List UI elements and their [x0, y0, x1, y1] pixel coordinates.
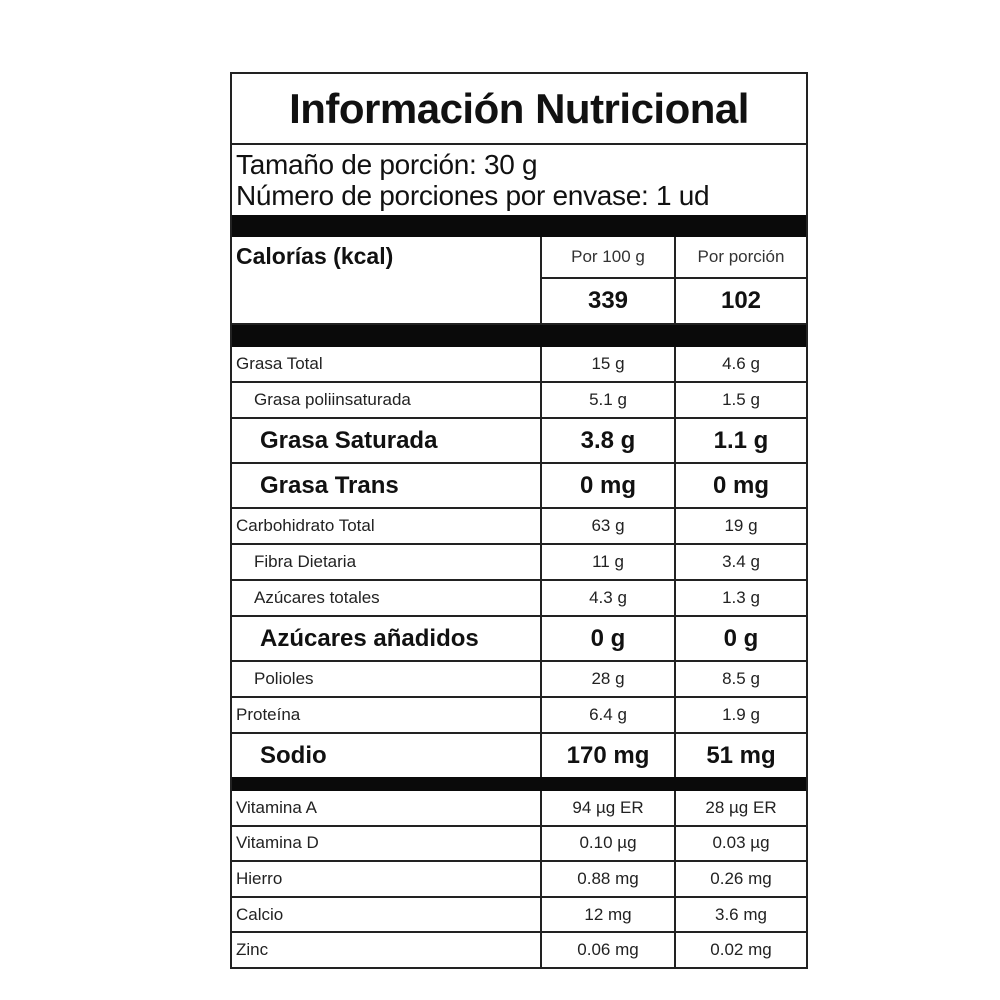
value-per-serving: 8.5 g [722, 669, 760, 688]
table-row: Grasa poliinsaturada 5.1 g 1.5 g [232, 383, 806, 419]
value-per-100g: 12 mg [542, 897, 676, 932]
servings-per-container: Número de porciones por envase: 1 ud [236, 180, 710, 211]
value-per-serving: 1.1 g [713, 426, 769, 454]
table-row: Polioles 28 g 8.5 g [232, 662, 806, 698]
calories-label: Calorías (kcal) [232, 237, 542, 323]
value-per-serving: 0.02 mg [710, 940, 772, 960]
nutrient-name: Azúcares añadidos [232, 617, 542, 660]
nutrient-name: Proteína [232, 698, 542, 732]
nutrient-name: Vitamina D [232, 826, 542, 861]
table-row: Fibra Dietaria 11 g 3.4 g [232, 545, 806, 581]
table-row: Grasa Trans 0 mg 0 mg [232, 464, 806, 509]
table-row: Grasa Saturada 3.8 g 1.1 g [232, 419, 806, 464]
nutrient-name: Polioles [232, 662, 542, 696]
table-row: Hierro 0.88 mg 0.26 mg [232, 862, 806, 898]
value-per-100g: 94 µg ER [542, 791, 676, 825]
serving-info: Tamaño de porción: 30 g Número de porcio… [232, 145, 806, 215]
micronutrients-table: Vitamina A 94 µg ER 28 µg ER Vitamina D 0.10… [232, 791, 806, 967]
per-100g-header: Por 100 g [542, 237, 674, 279]
value-per-serving: 3.6 mg [715, 904, 767, 924]
table-row: Zinc 0.06 mg 0.02 mg [232, 933, 806, 967]
nutrient-name: Fibra Dietaria [232, 545, 542, 579]
calories-per-serving: 102 [720, 287, 762, 314]
value-per-serving: 4.6 g [722, 354, 760, 373]
calories-row: Calorías (kcal) Por 100 g 339 Por porció… [232, 237, 806, 325]
divider-bar [232, 325, 806, 347]
value-per-serving: 19 g [724, 516, 758, 535]
value-per-100g: 63 g [542, 509, 676, 543]
value-per-serving: 0 mg [712, 471, 769, 499]
per-serving-column: Por porción 102 [676, 237, 806, 323]
value-per-serving: 3.4 g [722, 552, 760, 571]
table-row: Vitamina A 94 µg ER 28 µg ER [232, 791, 806, 827]
value-per-100g: 15 g [542, 347, 676, 381]
value-per-serving: 1.5 g [722, 390, 760, 409]
value-per-serving: 51 mg [706, 741, 776, 769]
table-row: Azúcares totales 4.3 g 1.3 g [232, 581, 806, 617]
nutrient-name: Carbohidrato Total [232, 509, 542, 543]
value-per-serving: 0 g [723, 624, 759, 652]
nutrient-name: Grasa Trans [232, 464, 542, 507]
value-per-serving: 1.9 g [722, 705, 760, 724]
nutrients-table: Grasa Total 15 g 4.6 g Grasa poliinsaturada… [232, 347, 806, 777]
calories-per-100g: 339 [587, 287, 629, 314]
nutrient-name: Hierro [232, 862, 542, 896]
per-serving-header: Por porción [676, 237, 806, 279]
value-per-100g: 0 mg [542, 464, 676, 507]
value-per-100g: 11 g [542, 545, 676, 579]
nutrient-name: Grasa Total [232, 347, 542, 381]
value-per-serving: 28 µg ER [705, 797, 777, 817]
value-per-100g: 28 g [542, 662, 676, 696]
table-row: Vitamina D 0.10 µg 0.03 µg [232, 826, 806, 863]
table-row: Calcio 12 mg 3.6 mg [232, 897, 806, 934]
divider-bar [232, 777, 806, 791]
divider-bar [232, 215, 806, 237]
serving-size: Tamaño de porción: 30 g [236, 149, 538, 180]
nutrient-name: Zinc [232, 933, 542, 967]
value-per-100g: 0.88 mg [542, 862, 676, 896]
nutrient-name: Sodio [232, 734, 542, 777]
nutrient-name: Vitamina A [232, 791, 542, 825]
value-per-100g: 0.06 mg [542, 933, 676, 967]
table-row: Sodio 170 mg 51 mg [232, 734, 806, 777]
table-row: Carbohidrato Total 63 g 19 g [232, 509, 806, 545]
value-per-100g: 0 g [542, 617, 676, 660]
label-title: Información Nutricional [232, 74, 806, 145]
table-row: Proteína 6.4 g 1.9 g [232, 698, 806, 734]
nutrient-name: Azúcares totales [232, 581, 542, 615]
value-per-100g: 170 mg [542, 734, 676, 777]
value-per-100g: 0.10 µg [542, 826, 676, 861]
value-per-100g: 5.1 g [542, 383, 676, 417]
nutrient-name: Grasa poliinsaturada [232, 383, 542, 417]
nutrient-name: Calcio [232, 897, 542, 932]
table-row: Grasa Total 15 g 4.6 g [232, 347, 806, 383]
nutrition-facts-label: Información Nutricional Tamaño de porció… [230, 72, 808, 969]
nutrient-name: Grasa Saturada [232, 419, 542, 462]
value-per-100g: 3.8 g [542, 419, 676, 462]
value-per-100g: 6.4 g [542, 698, 676, 732]
per-100g-column: Por 100 g 339 [542, 237, 676, 323]
value-per-serving: 0.03 µg [712, 833, 770, 853]
value-per-serving: 1.3 g [722, 588, 760, 607]
value-per-100g: 4.3 g [542, 581, 676, 615]
value-per-serving: 0.26 mg [710, 868, 772, 888]
